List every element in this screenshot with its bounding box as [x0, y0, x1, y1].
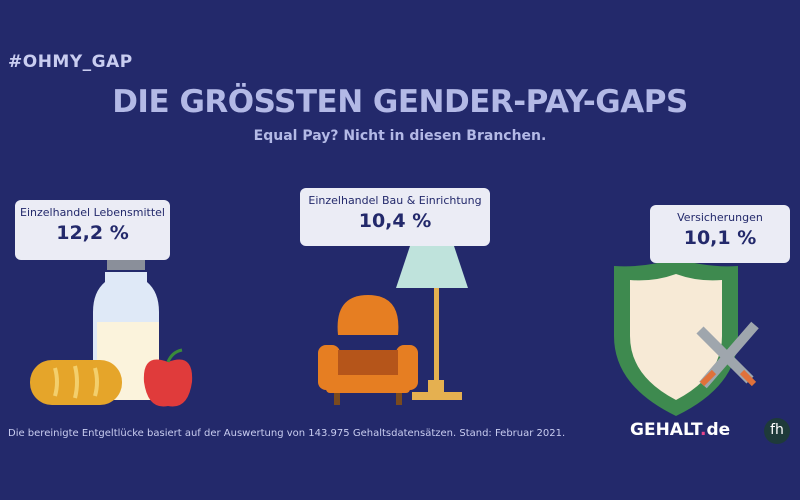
branch-value: 10,4 % — [358, 210, 432, 232]
branch-label: Versicherungen — [677, 211, 763, 224]
hashtag: #OHMY_GAP — [8, 52, 133, 72]
logo-dot: . — [699, 420, 707, 440]
subtitle: Equal Pay? Nicht in diesen Branchen. — [253, 128, 547, 144]
branch-card-lebensmittel: Einzelhandel Lebensmittel 12,2 % — [15, 200, 170, 260]
gehalt-logo: GEHALT.de — [630, 420, 730, 440]
groceries-icon — [30, 258, 193, 407]
footnote: Die bereinigte Entgeltlücke basiert auf … — [8, 428, 566, 439]
branch-card-bau-einrichtung: Einzelhandel Bau & Einrichtung 10,4 % — [300, 188, 490, 246]
furniture-lamp-icon — [318, 240, 468, 405]
branch-value: 10,1 % — [683, 227, 757, 249]
shield-swords-icon — [614, 258, 759, 416]
branch-value: 12,2 % — [56, 222, 129, 244]
logo-suffix: de — [706, 420, 731, 440]
page-title: DIE GRÖSSTEN GENDER-PAY-GAPS — [112, 84, 688, 120]
branch-card-versicherungen: Versicherungen 10,1 % — [650, 205, 790, 263]
branch-label: Einzelhandel Bau & Einrichtung — [308, 194, 482, 207]
branch-label: Einzelhandel Lebensmittel — [20, 206, 165, 219]
fh-logo: fh — [764, 418, 790, 444]
logo-main: GEHALT — [630, 420, 700, 440]
